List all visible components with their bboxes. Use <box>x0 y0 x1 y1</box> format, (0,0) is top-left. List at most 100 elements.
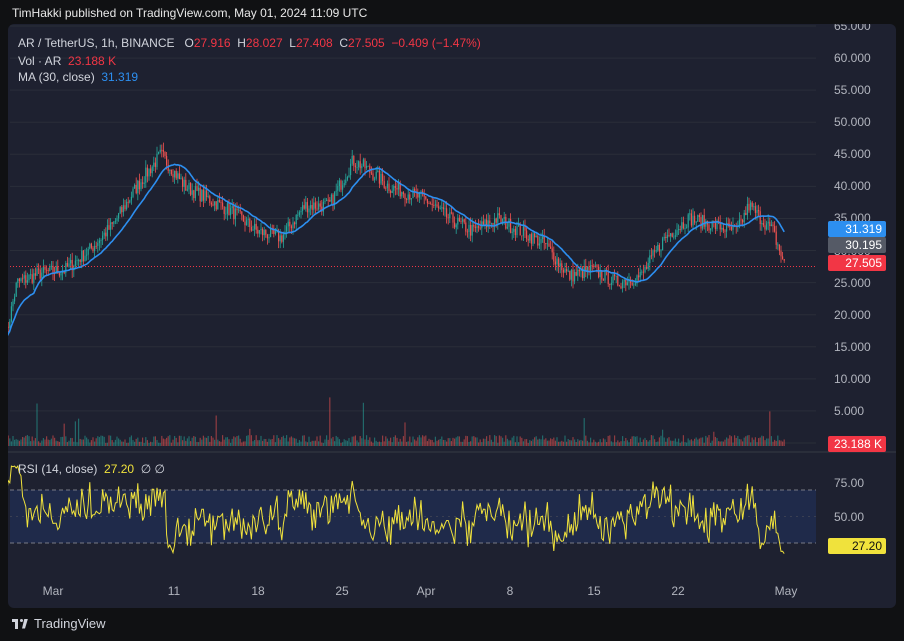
volume-bar <box>412 436 414 446</box>
volume-bar <box>521 437 523 446</box>
candle-body <box>55 266 57 274</box>
volume-bar <box>318 441 320 446</box>
volume-bar <box>54 437 56 446</box>
open-value: 27.916 <box>193 36 231 50</box>
candle-body <box>530 234 532 244</box>
volume-bar <box>425 435 427 446</box>
volume-bar <box>495 436 497 446</box>
volume-bar <box>127 442 129 446</box>
candle-body <box>327 199 329 201</box>
candle-body <box>247 218 249 220</box>
rsi-legend[interactable]: RSI (14, close) 27.20 ∅ ∅ <box>18 462 165 476</box>
candle-body <box>132 188 134 197</box>
volume-bar <box>407 441 409 446</box>
volume-bar <box>270 439 272 446</box>
candle-body <box>561 263 563 271</box>
candle-body <box>23 275 25 279</box>
candle-body <box>15 282 17 297</box>
candle-body <box>212 204 214 206</box>
volume-bar <box>292 437 294 446</box>
ma-legend[interactable]: MA (30, close) 31.319 <box>18 70 138 84</box>
candle-body <box>358 161 360 168</box>
candle-body <box>97 243 99 246</box>
volume-legend[interactable]: Vol · AR 23.188 K <box>18 54 116 68</box>
candle-body <box>444 208 446 210</box>
candle-body <box>578 269 580 272</box>
candle-body <box>658 244 660 252</box>
candle-body <box>364 159 366 169</box>
candle-body <box>497 213 499 223</box>
volume-bar <box>28 436 30 446</box>
volume-bar <box>22 436 24 446</box>
candle-body <box>380 173 382 184</box>
chart-panel[interactable]: AR / TetherUS, 1h, BINANCE O27.916 H28.0… <box>8 24 896 608</box>
ma-label: MA (30, close) <box>18 70 95 84</box>
volume-bar <box>662 429 664 446</box>
volume-bar <box>247 435 249 446</box>
volume-bar <box>401 441 403 446</box>
candle-body <box>303 205 305 209</box>
candle-body <box>428 203 430 205</box>
volume-bar <box>756 442 758 446</box>
candle-body <box>414 188 416 192</box>
volume-bar <box>94 441 96 446</box>
candle-body <box>71 259 73 271</box>
volume-bar <box>761 435 763 446</box>
time-axis-tick: May <box>774 584 798 598</box>
volume-bar <box>652 435 654 446</box>
volume-bar <box>9 438 11 446</box>
candle-body <box>193 190 195 199</box>
volume-bar <box>74 421 76 446</box>
volume-bar <box>214 439 216 446</box>
candle-body <box>254 223 256 230</box>
candle-body <box>423 194 425 197</box>
volume-bar <box>36 403 38 446</box>
volume-bar <box>303 435 305 446</box>
volume-bar <box>532 439 534 446</box>
volume-bar <box>391 442 393 446</box>
candle-body <box>673 236 675 238</box>
volume-bar <box>348 438 350 446</box>
candle-body <box>130 196 132 201</box>
chart-canvas[interactable] <box>8 24 896 608</box>
volume-bar <box>377 442 379 446</box>
candle-body <box>326 199 328 202</box>
volume-bar <box>178 435 180 446</box>
candle-body <box>255 223 257 230</box>
volume-bar <box>625 437 627 446</box>
price-axis-tick: 25.000 <box>834 275 871 290</box>
candle-body <box>783 258 785 261</box>
volume-bar <box>670 440 672 446</box>
candle-body <box>649 255 651 264</box>
symbol-label[interactable]: AR / TetherUS, 1h, BINANCE <box>18 36 175 50</box>
volume-bar <box>378 441 380 446</box>
candle-body <box>495 218 497 223</box>
volume-bar <box>607 435 609 446</box>
volume-bar <box>71 438 73 446</box>
volume-bar <box>705 435 707 446</box>
volume-bar <box>249 428 251 446</box>
tradingview-branding[interactable]: TradingView <box>12 616 106 631</box>
volume-bar <box>422 435 424 446</box>
volume-bar <box>417 437 419 446</box>
candle-body <box>151 166 153 174</box>
volume-bar <box>209 441 211 446</box>
candle-body <box>33 273 35 283</box>
candle-body <box>12 301 14 307</box>
volume-bar <box>502 437 504 446</box>
candle-body <box>570 269 572 280</box>
candle-body <box>372 173 374 180</box>
volume-bar <box>327 439 329 446</box>
price-axis-tick: 20.000 <box>834 307 871 322</box>
volume-bar <box>442 439 444 446</box>
candle-body <box>572 269 574 282</box>
volume-bar <box>426 441 428 446</box>
candle-body <box>391 190 393 193</box>
volume-bar <box>622 436 624 446</box>
volume-bar <box>174 436 176 446</box>
candle-body <box>90 243 92 248</box>
candle-body <box>564 269 566 273</box>
volume-bar <box>582 440 584 446</box>
volume-bar <box>604 439 606 446</box>
candle-body <box>514 228 516 236</box>
